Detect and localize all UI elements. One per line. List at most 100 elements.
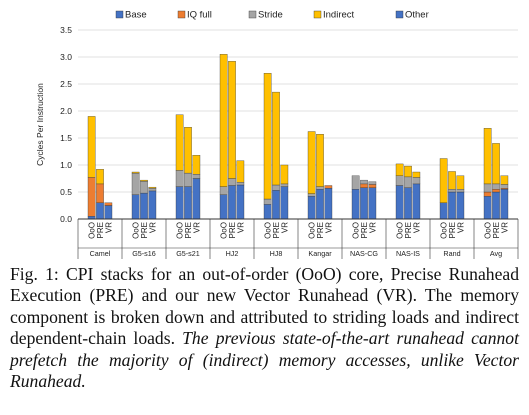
bar-segment-rand-ooo-base <box>439 202 448 220</box>
bar-segment-nas-is-ooo-indirect <box>395 163 404 176</box>
bar-label-avg-vr: VR <box>500 222 509 233</box>
y-tick-label: 2.5 <box>60 79 72 89</box>
bar-segment-avg-ooo-base <box>483 196 492 220</box>
bar-segment-rand-pre-stride <box>448 189 456 193</box>
bar-label-rand-vr: VR <box>456 222 465 233</box>
legend-label-iq-full: IQ full <box>187 10 212 21</box>
bar-segment-g5-s16-pre-base <box>140 192 148 220</box>
bar-segment-camel-ooo-indirect <box>87 116 96 178</box>
legend-label-indirect: Indirect <box>323 10 355 21</box>
bar-segment-g5-s16-ooo-indirect <box>131 171 140 174</box>
bars <box>87 54 509 220</box>
bar-segment-camel-vr-base <box>104 205 113 220</box>
bar-segment-hj8-ooo-stride <box>263 198 272 205</box>
bar-label-avg-pre: PRE <box>492 222 501 238</box>
bar-segment-hj8-vr-indirect <box>280 164 289 185</box>
bar-segment-nas-is-ooo-base <box>395 185 404 220</box>
bar-segment-nas-cg-vr-iq-full <box>368 184 377 188</box>
legend-swatch-indirect <box>313 10 322 19</box>
bar-segment-nas-is-vr-indirect <box>412 171 421 178</box>
bar-segment-nas-cg-vr-stride <box>368 181 377 185</box>
bar-segment-kangar-ooo-base <box>307 196 316 220</box>
bar-segment-hj2-pre-indirect <box>228 61 236 179</box>
bar-segment-avg-vr-base <box>500 189 509 220</box>
legend-swatch-base <box>115 10 124 19</box>
bar-segment-hj2-vr-base <box>236 184 245 220</box>
bar-segment-nas-is-vr-stride <box>412 177 421 185</box>
bar-label-nas-is-ooo: OoO <box>396 222 405 239</box>
group-label-avg: Avg <box>490 249 502 258</box>
bar-label-kangar-ooo: OoO <box>308 222 317 239</box>
bar-segment-g5-s16-pre-stride <box>140 181 148 194</box>
bar-segment-camel-vr-iq-full <box>104 202 113 206</box>
bar-segment-nas-is-vr-base <box>412 183 421 220</box>
y-tick-label: 3.5 <box>60 25 72 35</box>
bar-segment-g5-s16-ooo-base <box>131 194 140 220</box>
bar-label-nas-cg-ooo: OoO <box>352 222 361 239</box>
legend: Base IQ full Stride Indirect Other <box>115 10 429 21</box>
bar-segment-rand-vr-indirect <box>456 175 465 190</box>
y-axis-title: Cycles Per Instruction <box>35 83 45 166</box>
bar-label-nas-cg-vr: VR <box>368 222 377 233</box>
bar-segment-hj8-pre-stride <box>272 184 280 191</box>
bar-segment-hj2-vr-indirect <box>236 160 245 183</box>
bar-segment-g5-s21-vr-indirect <box>192 155 201 175</box>
y-tick-label: 0.5 <box>60 187 72 197</box>
group-label-nas-cg: NAS-CG <box>350 249 378 258</box>
bar-label-camel-ooo: OoO <box>88 222 97 239</box>
bar-segment-hj2-ooo-base <box>219 194 228 220</box>
legend-label-stride: Stride <box>258 10 283 21</box>
group-label-hj8: HJ8 <box>270 249 283 258</box>
bar-label-camel-vr: VR <box>104 222 113 233</box>
bar-segment-hj8-vr-stride <box>280 183 289 187</box>
bar-segment-avg-ooo-stride <box>483 183 492 193</box>
bar-segment-nas-cg-ooo-base <box>351 189 360 220</box>
bar-segment-avg-pre-iq-full <box>492 189 500 193</box>
bar-label-hj8-vr: VR <box>280 222 289 233</box>
bar-segment-camel-pre-indirect <box>96 169 104 185</box>
bar-segment-hj2-ooo-indirect <box>219 54 228 187</box>
legend-swatch-other <box>395 10 404 19</box>
legend-label-other: Other <box>405 10 429 21</box>
y-tick-label: 1.0 <box>60 160 72 170</box>
bar-label-hj8-pre: PRE <box>272 222 281 238</box>
y-tick-label: 2.0 <box>60 106 72 116</box>
bar-segment-rand-ooo-indirect <box>439 158 448 203</box>
bar-segment-nas-is-pre-indirect <box>404 165 412 178</box>
caption-emphasis: The previous state-of-the-art runahead c… <box>10 328 519 392</box>
bar-segment-g5-s16-ooo-stride <box>131 172 140 195</box>
bar-label-avg-ooo: OoO <box>484 222 493 239</box>
group-label-camel: Camel <box>90 249 111 258</box>
group-label-nas-is: NAS-IS <box>396 249 420 258</box>
bar-segment-hj8-vr-base <box>280 186 289 220</box>
bar-segment-avg-vr-indirect <box>500 175 509 185</box>
bar-segment-avg-pre-indirect <box>492 143 500 185</box>
bar-segment-kangar-vr-iq-full <box>324 185 333 189</box>
bar-label-nas-cg-pre: PRE <box>360 222 369 238</box>
y-tick-label: 3.0 <box>60 52 72 62</box>
bar-segment-rand-pre-indirect <box>448 171 456 190</box>
bar-segment-hj2-ooo-stride <box>219 186 228 195</box>
group-label-kangar: Kangar <box>308 249 332 258</box>
bar-segment-rand-pre-base <box>448 191 456 220</box>
bar-segment-rand-vr-base <box>456 191 465 220</box>
legend-label-base: Base <box>125 10 147 21</box>
bar-segment-avg-vr-stride <box>500 184 509 189</box>
bar-label-camel-pre: PRE <box>96 222 105 238</box>
bar-segment-nas-cg-pre-iq-full <box>360 183 368 188</box>
bar-segment-nas-cg-ooo-stride <box>351 175 360 190</box>
bar-segment-avg-pre-stride <box>492 183 500 190</box>
cpi-stack-chart: Base IQ full Stride Indirect Other 0.0 0.5 1.0… <box>35 10 519 259</box>
bar-label-hj8-ooo: OoO <box>264 222 273 239</box>
bar-segment-avg-ooo-iq-full <box>483 191 492 197</box>
bar-label-g5-s16-vr: VR <box>148 222 157 233</box>
bar-segment-kangar-pre-stride <box>316 186 324 190</box>
bar-segment-g5-s21-vr-base <box>192 178 201 220</box>
bar-label-nas-is-pre: PRE <box>404 222 413 238</box>
y-tick-label: 0.0 <box>60 214 72 224</box>
bar-segment-kangar-ooo-indirect <box>307 131 316 194</box>
bar-label-hj2-pre: PRE <box>228 222 237 238</box>
bar-label-rand-ooo: OoO <box>440 222 449 239</box>
